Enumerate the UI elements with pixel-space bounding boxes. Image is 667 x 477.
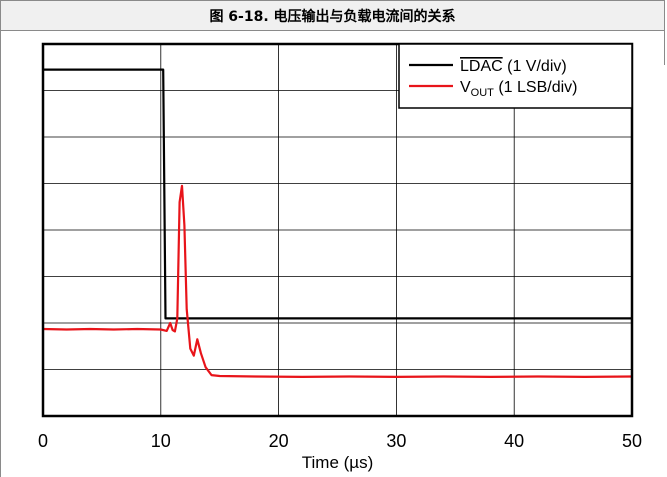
legend-label-ldac-suffix: (1 V/div) bbox=[503, 58, 567, 75]
legend-label-ldac-main: LDAC bbox=[460, 58, 503, 75]
legend-label-vout-sub: OUT bbox=[471, 87, 495, 99]
x-tick-label: 50 bbox=[622, 431, 642, 451]
frame-left-border bbox=[0, 30, 1, 477]
legend-label-vout-suffix: (1 LSB/div) bbox=[494, 79, 578, 96]
legend-box bbox=[398, 43, 633, 109]
x-tick-label: 20 bbox=[269, 431, 289, 451]
legend-label-vout: VOUT (1 LSB/div) bbox=[460, 79, 578, 99]
grid bbox=[43, 44, 632, 416]
figure-caption: 图 6-18. 电压输出与负载电流间的关系 bbox=[0, 0, 665, 31]
legend-label-vout-main: V bbox=[460, 79, 471, 96]
series-line-ldac bbox=[43, 68, 632, 320]
legend: LDAC (1 V/div) VOUT (1 LSB/div) bbox=[398, 43, 633, 109]
x-axis-title: Time (µs) bbox=[302, 453, 374, 472]
plot-frame bbox=[41, 42, 634, 418]
series-layer bbox=[42, 68, 633, 378]
frame-right-border bbox=[664, 30, 665, 65]
x-tick-label: 30 bbox=[386, 431, 406, 451]
legend-label-ldac: LDAC (1 V/div) bbox=[460, 58, 567, 75]
x-tick-label: 10 bbox=[151, 431, 171, 451]
x-tick-label: 40 bbox=[504, 431, 524, 451]
x-tick-label: 0 bbox=[38, 431, 48, 451]
series-line-vout bbox=[42, 184, 633, 378]
x-tick-labels: 0 10 20 30 40 50 bbox=[38, 431, 642, 451]
